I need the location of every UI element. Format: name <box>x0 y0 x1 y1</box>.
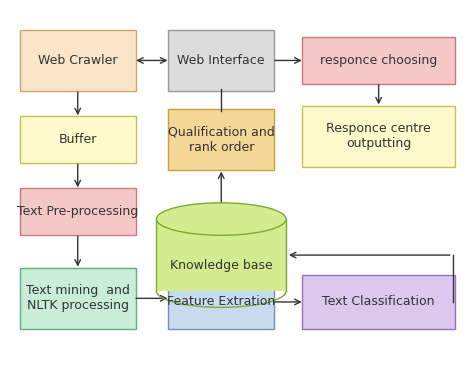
Text: Text mining  and
NLTK processing: Text mining and NLTK processing <box>26 284 130 312</box>
Text: Responce centre
outputting: Responce centre outputting <box>326 122 431 150</box>
FancyBboxPatch shape <box>20 30 136 91</box>
FancyBboxPatch shape <box>20 268 136 329</box>
Text: Text Pre-processing: Text Pre-processing <box>17 205 138 219</box>
FancyBboxPatch shape <box>168 109 274 171</box>
Polygon shape <box>156 219 286 291</box>
Text: Feature Extration: Feature Extration <box>167 295 275 309</box>
Text: Text Classification: Text Classification <box>322 295 435 309</box>
FancyBboxPatch shape <box>302 275 455 329</box>
Text: responce choosing: responce choosing <box>320 54 437 67</box>
FancyBboxPatch shape <box>168 30 274 91</box>
FancyBboxPatch shape <box>302 105 455 167</box>
Text: Web Crawler: Web Crawler <box>38 54 118 67</box>
FancyBboxPatch shape <box>20 116 136 163</box>
Text: Web Interface: Web Interface <box>177 54 265 67</box>
FancyBboxPatch shape <box>302 37 455 84</box>
FancyBboxPatch shape <box>168 275 274 329</box>
Ellipse shape <box>156 203 286 235</box>
Text: Buffer: Buffer <box>59 133 97 146</box>
FancyBboxPatch shape <box>20 188 136 235</box>
Text: Qualification and
rank order: Qualification and rank order <box>168 126 274 154</box>
Text: Knowledge base: Knowledge base <box>170 259 273 272</box>
